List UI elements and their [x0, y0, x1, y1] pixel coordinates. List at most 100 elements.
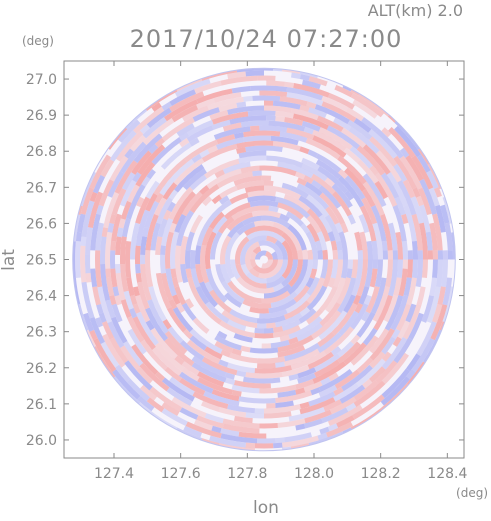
- reflectivity-cell: [140, 236, 148, 255]
- reflectivity-cell: [176, 210, 195, 247]
- reflectivity-cell: [161, 408, 188, 426]
- reflectivity-cell: [325, 421, 354, 438]
- reflectivity-cell: [442, 250, 448, 260]
- reflectivity-cell: [168, 186, 194, 221]
- reflectivity-cell: [306, 208, 331, 242]
- reflectivity-cell: [299, 146, 310, 155]
- reflectivity-cell: [92, 174, 106, 194]
- reflectivity-cell: [416, 286, 426, 306]
- reflectivity-cell: [174, 213, 187, 233]
- reflectivity-cell: [123, 179, 137, 199]
- reflectivity-cell: [381, 337, 408, 370]
- reflectivity-cell: [231, 205, 269, 221]
- reflectivity-cell: [287, 224, 307, 251]
- reflectivity-cell: [362, 327, 378, 346]
- reflectivity-cell: [402, 303, 422, 340]
- reflectivity-cell: [290, 350, 327, 371]
- reflectivity-cell: [236, 101, 247, 108]
- reflectivity-cell: [85, 254, 91, 274]
- reflectivity-cell: [132, 109, 148, 123]
- reflectivity-cell: [317, 249, 323, 260]
- reflectivity-cell: [214, 335, 242, 351]
- reflectivity-cell: [388, 259, 398, 297]
- reflectivity-cell: [235, 263, 267, 289]
- reflectivity-cell: [314, 359, 341, 378]
- reflectivity-cell: [242, 215, 262, 226]
- reflectivity-cell: [89, 154, 112, 190]
- reflectivity-cell: [272, 100, 301, 110]
- reflectivity-cell: [225, 259, 235, 279]
- reflectivity-cell: [233, 175, 262, 186]
- reflectivity-cell: [111, 303, 123, 323]
- reflectivity-cell: [362, 144, 391, 175]
- reflectivity-cell: [306, 223, 320, 242]
- reflectivity-cell: [89, 191, 98, 203]
- reflectivity-cell: [213, 126, 251, 140]
- reflectivity-cell: [172, 294, 181, 305]
- reflectivity-cell: [254, 365, 292, 374]
- reflectivity-cell: [345, 402, 357, 412]
- chart-title: 2017/10/24 07:27:00: [130, 25, 403, 53]
- reflectivity-cell: [355, 358, 386, 388]
- reflectivity-cell: [220, 433, 258, 444]
- reflectivity-cell: [236, 221, 256, 236]
- reflectivity-cell: [135, 245, 141, 265]
- reflectivity-cell: [277, 389, 297, 398]
- reflectivity-cell: [357, 159, 379, 184]
- reflectivity-cell: [272, 325, 301, 338]
- reflectivity-cell: [320, 377, 331, 386]
- reflectivity-cell: [229, 192, 249, 205]
- reflectivity-cell: [275, 110, 294, 119]
- reflectivity-cell: [264, 327, 274, 334]
- reflectivity-cell: [195, 245, 202, 265]
- reflectivity-cell: [205, 231, 217, 270]
- reflectivity-cell: [150, 222, 161, 251]
- reflectivity-cell: [387, 250, 393, 260]
- reflectivity-cell: [160, 153, 178, 170]
- reflectivity-cell: [335, 240, 343, 251]
- reflectivity-cell: [353, 380, 379, 401]
- reflectivity-cell: [261, 259, 273, 269]
- reflectivity-cell: [195, 263, 204, 284]
- reflectivity-cell: [135, 196, 151, 224]
- reflectivity-cell: [187, 277, 209, 312]
- reflectivity-cell: [152, 346, 182, 376]
- reflectivity-cell: [197, 377, 233, 395]
- reflectivity-cell: [234, 236, 250, 265]
- reflectivity-cell: [264, 411, 292, 419]
- reflectivity-cell: [399, 147, 410, 158]
- reflectivity-cell: [148, 286, 167, 322]
- reflectivity-cell: [121, 172, 136, 191]
- reflectivity-cell: [317, 165, 349, 194]
- reflectivity-cell: [369, 328, 395, 361]
- reflectivity-cell: [288, 407, 326, 422]
- reflectivity-cell: [243, 95, 253, 102]
- reflectivity-cell: [301, 157, 320, 171]
- reflectivity-cell: [245, 145, 283, 152]
- reflectivity-cell: [142, 117, 167, 139]
- reflectivity-cell: [162, 319, 172, 330]
- reflectivity-cell: [236, 147, 247, 154]
- reflectivity-cell: [164, 330, 188, 355]
- reflectivity-cell: [216, 134, 236, 145]
- reflectivity-cell: [288, 259, 303, 288]
- reflectivity-cell: [220, 349, 231, 358]
- reflectivity-cell: [218, 216, 235, 234]
- reflectivity-cell: [312, 135, 347, 158]
- reflectivity-cell: [307, 249, 313, 260]
- reflectivity-cell: [211, 388, 240, 402]
- y-unit-label: (deg): [22, 34, 54, 48]
- reflectivity-cell: [295, 387, 306, 395]
- reflectivity-cell: [164, 366, 182, 382]
- reflectivity-cell: [264, 372, 283, 379]
- reflectivity-cell: [189, 137, 200, 147]
- reflectivity-cell: [266, 403, 276, 409]
- reflectivity-cell: [252, 95, 281, 102]
- reflectivity-cell: [295, 379, 315, 390]
- reflectivity-cell: [160, 218, 174, 247]
- reflectivity-cell: [80, 187, 95, 215]
- reflectivity-cell: [245, 70, 264, 77]
- reflectivity-cell: [240, 345, 251, 353]
- reflectivity-cell: [247, 190, 276, 198]
- reflectivity-cell: [401, 213, 409, 225]
